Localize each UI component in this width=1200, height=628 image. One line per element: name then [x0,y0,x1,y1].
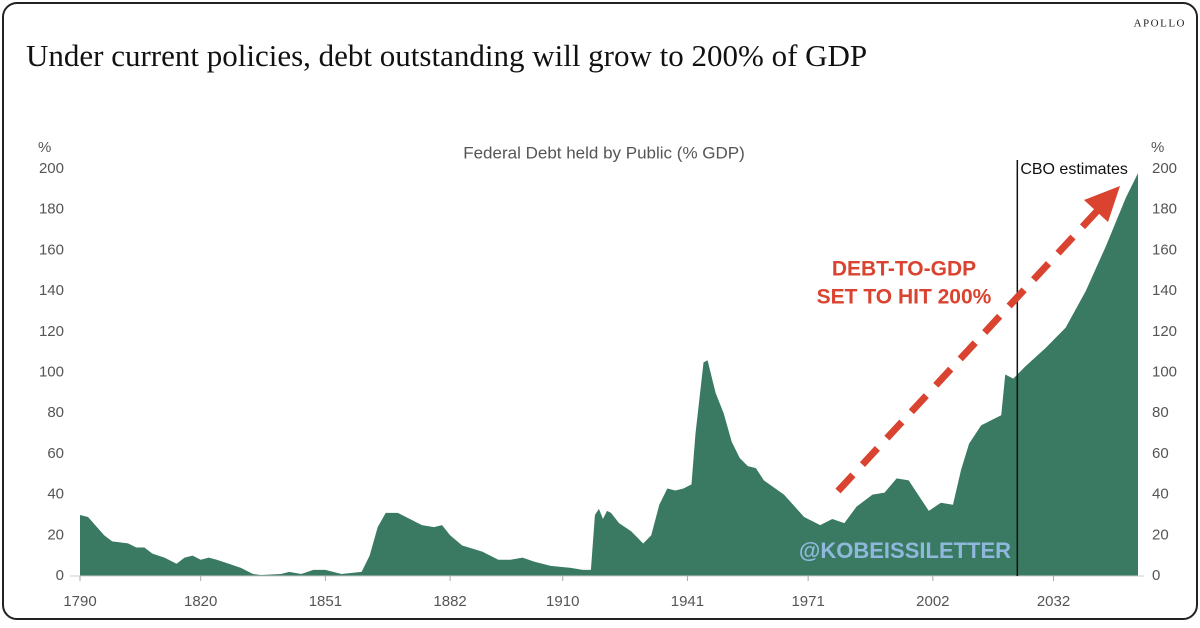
y-axis-label: % [38,139,51,156]
y2-tick-label: 200 [1152,160,1177,177]
y-tick-label: 20 [47,526,64,543]
y-tick-label: 160 [39,241,64,258]
brand: APOLLO [1134,18,1186,30]
x-tick-label: 1941 [671,593,704,610]
x-tick-label: 2032 [1037,593,1070,610]
y2-tick-label: 100 [1152,363,1177,380]
plot: 1790 1820 1851 1882 1910 1941 1971 2002 2032 0 20 4… [39,160,1177,610]
annotation: DEBT-TO-GDP [832,258,976,281]
y2-tick-label: 40 [1152,486,1169,503]
watermark: @KOBEISSILETTER [799,538,1011,563]
annotation: SET TO HIT 200% [817,286,992,309]
y-tick-label: 120 [39,323,64,340]
chart-title: Under current policies, debt outstanding… [26,38,867,73]
x-tick-label: 1910 [546,593,579,610]
y-tick-label: 60 [47,445,64,462]
x-tick-label: 1971 [791,593,824,610]
y-tick-label: 40 [47,486,64,503]
y2-tick-label: 80 [1152,404,1169,421]
y2-tick-label: 60 [1152,445,1169,462]
x-tick-label: 1882 [433,593,466,610]
area [80,173,1138,576]
x-tick-label: 1820 [184,593,217,610]
arrow [835,186,1120,494]
y2-tick-label: 0 [1152,567,1160,584]
y2-tick-label: 140 [1152,282,1177,299]
y2-tick-label: 180 [1152,201,1177,218]
x-tick-label: 1851 [309,593,342,610]
x-tick-label: 1790 [63,593,96,610]
x-tick-label: 2002 [916,593,949,610]
y-tick-label: 100 [39,363,64,380]
y-tick-label: 140 [39,282,64,299]
y-tick-label: 180 [39,201,64,218]
y-tick-label: 200 [39,160,64,177]
y-tick-label: 80 [47,404,64,421]
y2-axis-label: % [1151,139,1164,156]
y2-tick-label: 120 [1152,323,1177,340]
y2-tick-label: 20 [1152,526,1169,543]
subtitle: Federal Debt held by Public (% GDP) [463,143,745,162]
y2-tick-label: 160 [1152,241,1177,258]
cbo-label: CBO estimates [1020,161,1128,178]
y-tick-label: 0 [56,567,64,584]
